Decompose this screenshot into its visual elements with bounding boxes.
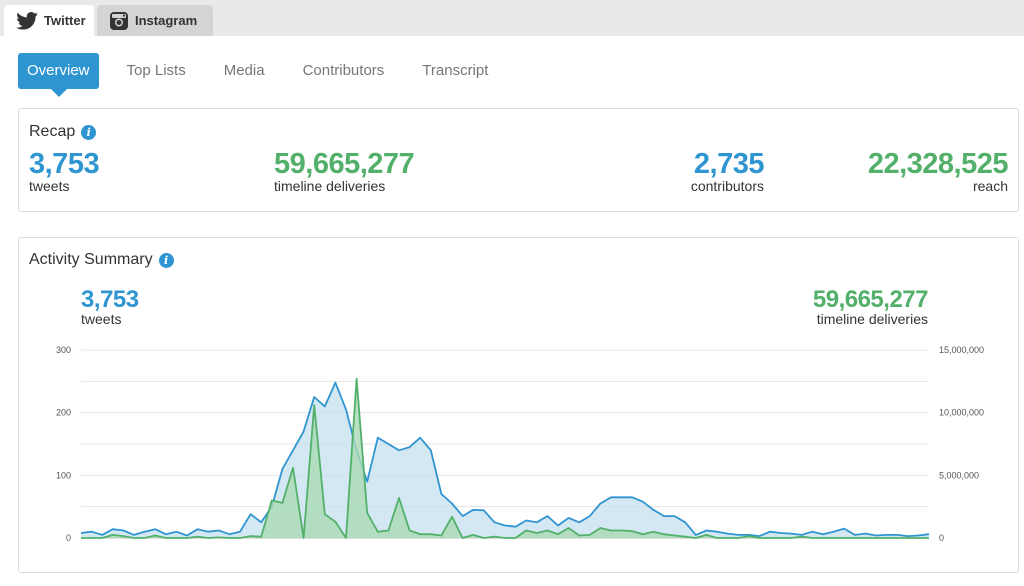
section-tabs: Overview Top Lists Media Contributors Tr…	[18, 53, 507, 97]
recap-title-row: Recap i	[29, 123, 97, 141]
activity-deliveries-stat: 59,665,277 timeline deliveries	[812, 286, 929, 327]
y-right-tick-label: 10,000,000	[939, 408, 984, 418]
deliveries-line	[81, 377, 929, 539]
tab-twitter-label: Twitter	[44, 13, 86, 28]
recap-panel: Recap i 3,753 tweets 59,665,277 timeline…	[18, 108, 1019, 212]
y-left-tick-label: 200	[56, 408, 71, 418]
tab-overview[interactable]: Overview	[18, 53, 99, 97]
tab-transcript[interactable]: Transcript	[422, 62, 489, 79]
tweets-area	[81, 382, 929, 538]
recap-reach-stat: 22,328,525 reach	[867, 148, 1009, 194]
deliveries-area	[81, 378, 929, 538]
tab-media[interactable]: Media	[223, 62, 265, 79]
activity-tweets-stat: 3,753 tweets	[81, 287, 139, 326]
recap-tweets-label: tweets	[29, 178, 70, 194]
y-right-tick-label: 0	[939, 533, 944, 543]
twitter-bird-icon	[16, 11, 38, 30]
y-left-tick-label: 300	[56, 345, 71, 355]
activity-title-row: Activity Summary i	[29, 251, 174, 269]
recap-tweets-stat: 3,753 tweets	[29, 148, 100, 194]
tab-instagram[interactable]: Instagram	[97, 5, 213, 36]
activity-tweets-label: tweets	[81, 311, 122, 327]
recap-contributors-value: 2,735	[693, 148, 765, 180]
recap-title: Recap	[29, 123, 76, 140]
recap-contributors-stat: 2,735 contributors	[690, 148, 765, 194]
info-icon[interactable]: i	[158, 252, 174, 268]
activity-tweets-value: 3,753	[81, 286, 139, 313]
tab-contributors[interactable]: Contributors	[302, 62, 385, 79]
recap-reach-label: reach	[972, 178, 1008, 194]
activity-chart: 0 100 200 300 0 5,000,000 10,000,000 15,000,000	[56, 345, 984, 543]
chart-series	[80, 377, 930, 539]
recap-contributors-label: contributors	[690, 178, 764, 194]
tab-instagram-label: Instagram	[135, 13, 198, 28]
activity-title: Activity Summary	[29, 251, 153, 268]
chart-gridlines	[81, 349, 929, 539]
recap-deliveries-label: timeline deliveries	[274, 178, 386, 194]
recap-reach-value: 22,328,525	[867, 148, 1009, 180]
tab-twitter[interactable]: Twitter	[4, 5, 94, 36]
y-right-tick-label: 5,000,000	[939, 470, 979, 480]
chart-axis-ticks: 0 100 200 300 0 5,000,000 10,000,000 15,000,000	[56, 345, 984, 543]
recap-deliveries-value: 59,665,277	[274, 148, 415, 180]
activity-deliveries-value: 59,665,277	[812, 286, 929, 313]
instagram-camera-icon	[110, 11, 128, 30]
y-left-tick-label: 0	[66, 533, 71, 543]
activity-deliveries-label: timeline deliveries	[816, 311, 928, 327]
tweets-line	[80, 381, 930, 538]
y-right-tick-label: 15,000,000	[939, 345, 984, 355]
platform-tab-bar: Twitter Instagram	[0, 0, 1024, 36]
tab-top-lists[interactable]: Top Lists	[126, 62, 186, 79]
recap-deliveries-stat: 59,665,277 timeline deliveries	[274, 148, 415, 194]
recap-tweets-value: 3,753	[29, 148, 100, 180]
y-left-tick-label: 100	[56, 470, 71, 480]
activity-panel: Activity Summary i 3,753 tweets 59,665,2…	[18, 237, 1019, 573]
info-icon[interactable]: i	[81, 124, 97, 140]
